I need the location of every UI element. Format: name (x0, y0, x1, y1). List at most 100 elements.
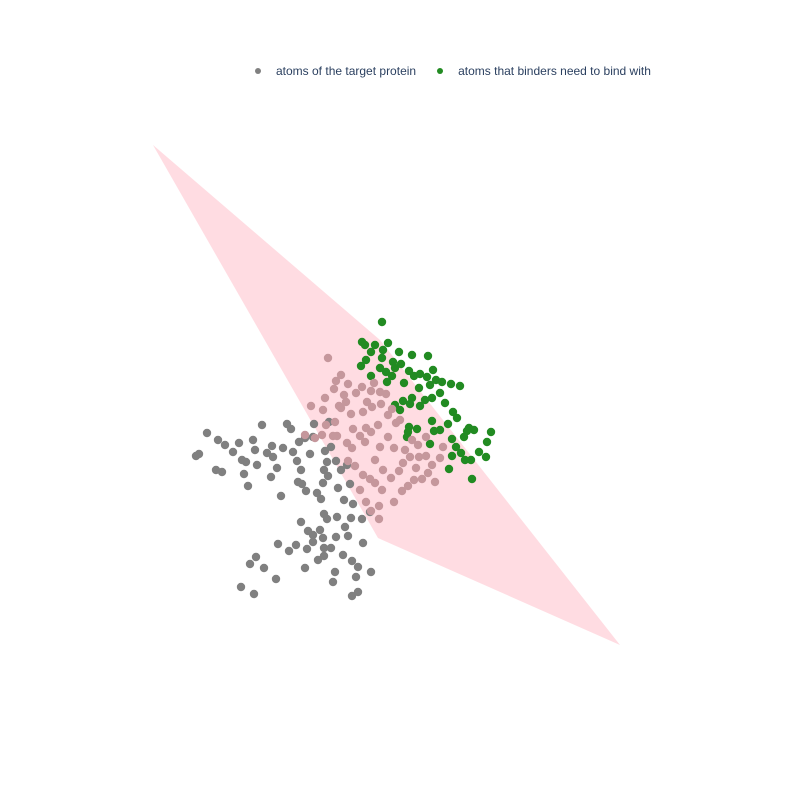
data-point[interactable] (422, 372, 432, 382)
data-point[interactable] (326, 442, 336, 452)
data-point[interactable] (427, 460, 437, 470)
data-point[interactable] (381, 367, 391, 377)
data-point[interactable] (390, 363, 400, 373)
data-point[interactable] (405, 399, 415, 409)
data-point[interactable] (400, 445, 410, 455)
data-point[interactable] (268, 452, 278, 462)
data-point[interactable] (241, 457, 251, 467)
data-point[interactable] (336, 403, 346, 413)
data-point[interactable] (343, 456, 353, 466)
data-point[interactable] (331, 532, 341, 542)
data-point[interactable] (252, 460, 262, 470)
data-point[interactable] (361, 355, 371, 365)
data-point[interactable] (345, 479, 355, 489)
data-point[interactable] (429, 426, 439, 436)
data-point[interactable] (308, 530, 318, 540)
data-point[interactable] (331, 456, 341, 466)
data-point[interactable] (245, 559, 255, 569)
data-point[interactable] (481, 452, 491, 462)
data-point[interactable] (346, 513, 356, 523)
data-point[interactable] (395, 405, 405, 415)
data-point[interactable] (374, 501, 384, 511)
data-point[interactable] (319, 551, 329, 561)
data-point[interactable] (411, 463, 421, 473)
data-point[interactable] (417, 474, 427, 484)
data-point[interactable] (300, 563, 310, 573)
data-point[interactable] (366, 347, 376, 357)
data-point[interactable] (297, 479, 307, 489)
data-point[interactable] (312, 488, 322, 498)
legend-item-binding-atoms[interactable]: atoms that binders need to bind with (437, 64, 651, 78)
data-point[interactable] (341, 397, 351, 407)
data-point[interactable] (357, 382, 367, 392)
data-point[interactable] (425, 380, 435, 390)
data-point[interactable] (370, 340, 380, 350)
data-point[interactable] (412, 424, 422, 434)
data-point[interactable] (482, 437, 492, 447)
data-point[interactable] (474, 447, 484, 457)
data-point[interactable] (361, 497, 371, 507)
data-point[interactable] (318, 405, 328, 415)
data-point[interactable] (321, 420, 331, 430)
data-point[interactable] (239, 469, 249, 479)
data-point[interactable] (276, 491, 286, 501)
data-point[interactable] (355, 485, 365, 495)
data-point[interactable] (414, 452, 424, 462)
data-point[interactable] (348, 424, 358, 434)
data-point[interactable] (389, 497, 399, 507)
data-point[interactable] (375, 363, 385, 373)
data-point[interactable] (319, 465, 329, 475)
data-point[interactable] (361, 423, 371, 433)
data-point[interactable] (291, 540, 301, 550)
data-point[interactable] (323, 353, 333, 363)
data-point[interactable] (377, 317, 387, 327)
data-point[interactable] (331, 376, 341, 386)
data-point[interactable] (320, 393, 330, 403)
data-point[interactable] (316, 494, 326, 504)
data-point[interactable] (336, 465, 346, 475)
data-point[interactable] (267, 441, 277, 451)
data-point[interactable] (383, 432, 393, 442)
data-point[interactable] (328, 577, 338, 587)
data-point[interactable] (421, 451, 431, 461)
data-point[interactable] (398, 396, 408, 406)
data-point[interactable] (438, 442, 448, 452)
data-point[interactable] (366, 371, 376, 381)
data-point[interactable] (202, 428, 212, 438)
data-point[interactable] (394, 466, 404, 476)
data-point[interactable] (347, 591, 357, 601)
data-point[interactable] (452, 413, 462, 423)
data-point[interactable] (378, 465, 388, 475)
data-point[interactable] (446, 379, 456, 389)
data-point[interactable] (414, 383, 424, 393)
data-point[interactable] (248, 435, 258, 445)
data-point[interactable] (367, 402, 377, 412)
data-point[interactable] (395, 415, 405, 425)
data-point[interactable] (330, 417, 340, 427)
data-point[interactable] (460, 455, 470, 465)
data-point[interactable] (369, 378, 379, 388)
data-point[interactable] (423, 351, 433, 361)
data-point[interactable] (288, 447, 298, 457)
data-point[interactable] (405, 452, 415, 462)
data-point[interactable] (430, 477, 440, 487)
data-point[interactable] (407, 350, 417, 360)
data-point[interactable] (374, 514, 384, 524)
data-point[interactable] (386, 473, 396, 483)
data-point[interactable] (444, 464, 454, 474)
data-point[interactable] (382, 377, 392, 387)
data-point[interactable] (330, 567, 340, 577)
data-point[interactable] (375, 442, 385, 452)
data-point[interactable] (383, 410, 393, 420)
data-point[interactable] (377, 485, 387, 495)
data-point[interactable] (347, 556, 357, 566)
data-point[interactable] (466, 455, 476, 465)
data-point[interactable] (322, 457, 332, 467)
data-point[interactable] (332, 512, 342, 522)
data-point[interactable] (217, 467, 227, 477)
data-point[interactable] (351, 388, 361, 398)
data-point[interactable] (350, 461, 360, 471)
data-point[interactable] (381, 389, 391, 399)
data-point[interactable] (356, 361, 366, 371)
data-point[interactable] (292, 456, 302, 466)
